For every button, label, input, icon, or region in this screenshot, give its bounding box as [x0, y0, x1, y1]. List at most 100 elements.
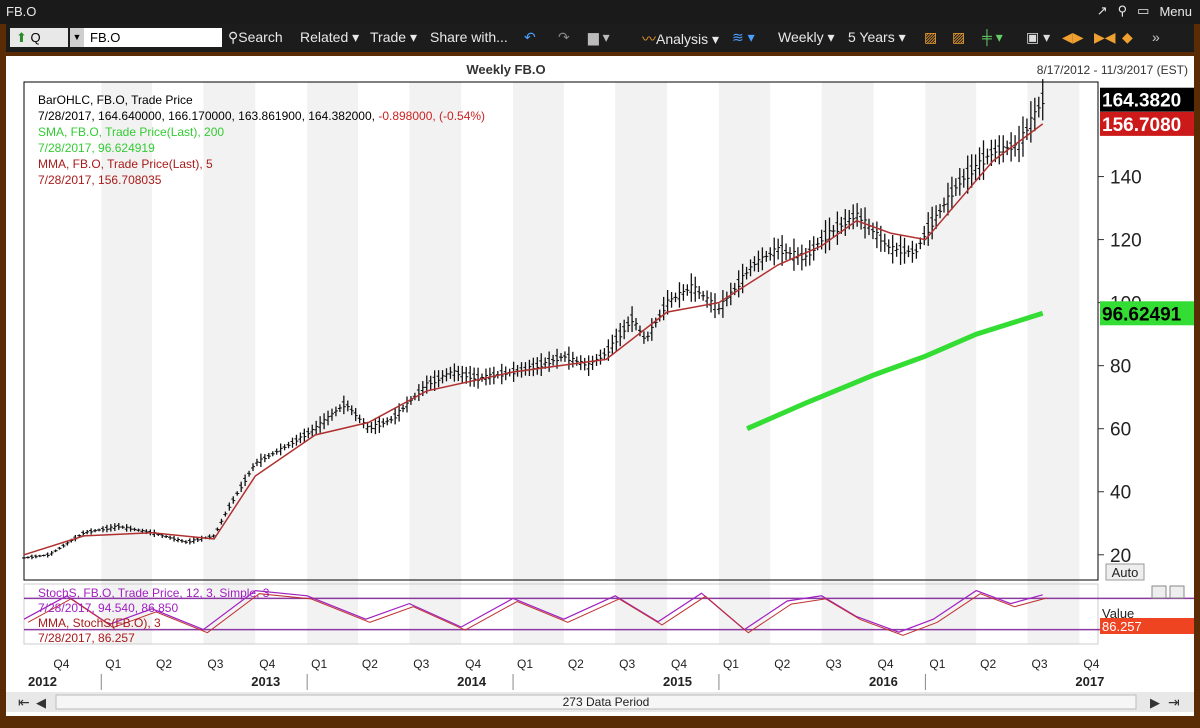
- zoom-arrows-icon[interactable]: ▶◀: [1094, 29, 1116, 45]
- range-select[interactable]: 5 Years ▾: [848, 29, 906, 45]
- grid-icon[interactable]: ╪ ▾: [982, 29, 1003, 45]
- quarter-label: Q3: [1031, 657, 1047, 671]
- stoch-legend-line: 7/28/2017, 94.540, 86.850: [38, 601, 178, 615]
- quarter-label: Q2: [156, 657, 172, 671]
- ohlc-bar: [57, 546, 62, 550]
- ohlc-bar: [487, 367, 492, 385]
- scroll-prev-icon[interactable]: ◀: [36, 695, 46, 710]
- year-label: 2015: [663, 674, 692, 689]
- ohlc-bar: [483, 368, 488, 386]
- ohlc-bar: [807, 240, 812, 266]
- folder-icon[interactable]: ▆ ▾: [588, 29, 610, 45]
- trade-button[interactable]: Trade ▾: [370, 29, 417, 45]
- studies-icon[interactable]: ≋ ▾: [732, 29, 755, 45]
- ohlc-bar: [318, 416, 323, 433]
- scrollbar-thumb[interactable]: [55, 694, 1137, 710]
- ohlc-bar: [310, 424, 315, 437]
- analysis-label: Analysis: [656, 31, 709, 47]
- svg-text:96.62491: 96.62491: [1102, 304, 1182, 325]
- updown-arrows-icon[interactable]: ◆: [1122, 29, 1133, 45]
- quarter-label: Q4: [259, 657, 275, 671]
- menu-button[interactable]: Menu: [1159, 3, 1192, 19]
- scroll-right-icon[interactable]: ⇥: [1168, 694, 1180, 710]
- ohlc-bar: [626, 316, 631, 333]
- window-title: FB.O: [6, 4, 37, 19]
- ohlc-bar: [254, 458, 259, 467]
- stoch-legend-line: MMA, StochS(FB.O), 3: [38, 616, 161, 630]
- ohlc-bar: [440, 370, 445, 384]
- ohlc-bar: [393, 408, 398, 425]
- ohlc-bar: [945, 182, 950, 216]
- ohlc-bar: [29, 554, 34, 560]
- ohlc-bar: [45, 552, 50, 558]
- ohlc-bar: [243, 474, 248, 487]
- auto-label: Auto: [1112, 565, 1139, 580]
- ohlc-bar: [622, 319, 627, 340]
- chart-style-icon[interactable]: ▨: [952, 29, 966, 45]
- quarter-label: Q1: [723, 657, 739, 671]
- ohlc-bar: [855, 203, 860, 227]
- ohlc-bar: [247, 470, 252, 477]
- ohlc-bar: [630, 306, 635, 333]
- search-button[interactable]: ⚲Search: [228, 29, 283, 46]
- ohlc-bar: [183, 540, 188, 544]
- scrollbar[interactable]: ⇤ ◀ ▶ ⇥ 273 Data Period: [6, 692, 1194, 712]
- link-icon[interactable]: ⚲: [1117, 3, 1128, 18]
- quarter-label: Q4: [877, 657, 893, 671]
- redo-icon[interactable]: ↷: [558, 29, 570, 45]
- ohlc-bar: [333, 406, 338, 417]
- ohlc-bar: [278, 443, 283, 456]
- quarter-label: Q3: [826, 657, 842, 671]
- pane-close-icon[interactable]: [1169, 585, 1185, 599]
- ohlc-bar: [1028, 101, 1033, 143]
- analysis-button[interactable]: 〰Analysis ▾: [642, 31, 720, 47]
- ohlc-bar: [835, 211, 840, 245]
- ohlc-bar: [764, 250, 769, 262]
- restore-icon[interactable]: ▭: [1137, 3, 1150, 18]
- y-tick-label: 60: [1110, 420, 1131, 441]
- layout-icon[interactable]: ▣ ▾: [1026, 29, 1051, 45]
- ohlc-bar: [456, 365, 461, 382]
- y-tick-label: 120: [1110, 231, 1142, 252]
- ohlc-bar: [175, 537, 180, 543]
- ohlc-bar: [1036, 96, 1041, 118]
- related-button[interactable]: Related ▾: [300, 29, 360, 45]
- ohlc-bar: [590, 355, 595, 370]
- popout-icon[interactable]: ↗: [1096, 3, 1108, 18]
- ohlc-bar: [598, 349, 603, 365]
- quarter-label: Q1: [311, 657, 327, 671]
- scroll-arrows-icon[interactable]: ◀▶: [1062, 29, 1084, 45]
- interval-select[interactable]: Weekly ▾: [778, 29, 835, 45]
- legend-line: BarOHLC, FB.O, Trade Price: [38, 93, 193, 107]
- ohlc-bar: [436, 370, 441, 388]
- ohlc-bar: [665, 289, 670, 315]
- ohlc-bar: [697, 285, 702, 300]
- symbol-input[interactable]: FB.O: [84, 28, 222, 47]
- ohlc-bar: [357, 414, 362, 424]
- quarter-label: Q4: [671, 657, 687, 671]
- ohlc-bar: [22, 557, 26, 559]
- ohlc-bar: [81, 530, 86, 536]
- ohlc-bar: [353, 408, 358, 422]
- ohlc-bar: [843, 209, 848, 236]
- scroll-next-icon[interactable]: ▶: [1150, 695, 1160, 710]
- ohlc-bar: [693, 276, 698, 302]
- more-icon[interactable]: »: [1152, 29, 1160, 45]
- ohlc-bar: [938, 203, 943, 219]
- chart-type-icon[interactable]: ▨: [924, 29, 938, 45]
- sma-price-tag: 96.62491: [1100, 301, 1196, 326]
- period-select[interactable]: ⬆ Q ▼: [10, 28, 84, 47]
- chevron-down-icon[interactable]: ▼: [70, 28, 84, 47]
- ohlc-bar: [199, 535, 204, 542]
- ohlc-bar: [298, 432, 303, 444]
- ohlc-bar: [894, 242, 899, 257]
- scroll-left-icon[interactable]: ⇤: [18, 694, 30, 710]
- auto-button[interactable]: Auto: [1105, 563, 1145, 581]
- ohlc-bar: [831, 224, 836, 238]
- quarter-label: Q2: [568, 657, 584, 671]
- share-button[interactable]: Share with...: [430, 29, 508, 45]
- price-tags: 164.3820 156.7080 96.62491: [1100, 87, 1196, 326]
- ohlc-bar: [720, 290, 725, 318]
- pane-restore-icon[interactable]: [1151, 585, 1167, 599]
- undo-icon[interactable]: ↶: [524, 29, 536, 45]
